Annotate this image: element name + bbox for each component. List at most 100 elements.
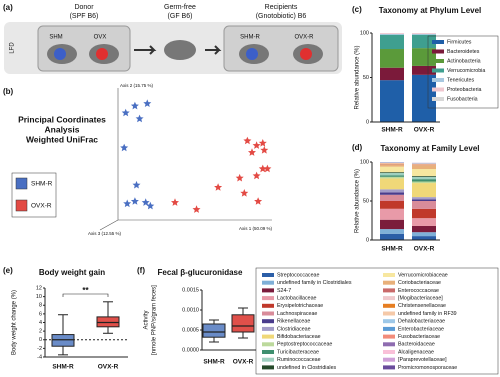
legend-swatch: [432, 68, 444, 73]
legend-swatch: [262, 296, 274, 301]
legend-label: Enterobacteriaceae: [398, 326, 444, 332]
point: [132, 180, 141, 189]
legend-box: [255, 267, 499, 375]
legend-swatch: [383, 280, 395, 285]
point: [192, 205, 201, 213]
label: (Gnotobiotic) B6: [256, 13, 307, 20]
bar-segment: [412, 183, 436, 198]
bar-segment: [412, 208, 436, 219]
y-axis-label: [nmole PNP/s/gram feces]: [152, 285, 158, 355]
arrow: [134, 45, 222, 55]
point: [143, 99, 152, 107]
legend-swatch: [383, 326, 395, 331]
legend-swatch: [262, 319, 274, 324]
chart-title: Analysis: [45, 124, 80, 134]
legend-label: Christensenellaceae: [398, 303, 446, 309]
y-tick-label: 0.0000: [182, 347, 199, 353]
point: [248, 148, 256, 156]
point: [135, 114, 144, 123]
y-tick-label: 50: [363, 75, 369, 81]
legend-box: [11, 172, 57, 218]
legend-label: undefined family in Clostridiales: [277, 280, 352, 286]
bar-segment: [412, 169, 436, 177]
legend-swatch: [262, 357, 274, 362]
point: [252, 141, 261, 149]
bar-segment: [412, 48, 436, 66]
bar-segment: [412, 218, 436, 226]
bar-segment: [412, 181, 436, 184]
bar-segment: [412, 225, 436, 233]
legend-swatch: [383, 288, 395, 293]
box: [231, 314, 255, 333]
label: SHM: [49, 35, 62, 41]
legend-swatch: [262, 288, 274, 293]
legend-label: Turicibacteraceae: [277, 349, 319, 355]
legend-label: undefined in Clostridiales: [277, 365, 337, 371]
point: [171, 198, 179, 206]
legend-swatch: [262, 273, 274, 277]
point: [240, 189, 249, 197]
legend-swatch: [432, 59, 444, 63]
x-tick-label: SHM-R: [52, 364, 74, 371]
legend-label: Proteobacteria: [447, 87, 482, 93]
label: (GF B6): [168, 13, 193, 20]
legend-label: Fusobacteriaceae: [398, 334, 440, 340]
marker: [96, 48, 108, 60]
legend-swatch: [262, 326, 274, 331]
legend-label: Peptostreptococcaceae: [277, 342, 332, 348]
legend-swatch: [15, 199, 28, 212]
x-tick-label: OVX-R: [414, 246, 435, 253]
legend-label: Coriobacteriaceae: [398, 280, 441, 286]
x-tick-label: SHM-R: [381, 246, 403, 253]
legend-label: SHM-R: [31, 181, 53, 188]
legend-label: Rikenellaceae: [277, 319, 310, 325]
legend-swatch: [15, 177, 28, 190]
legend-label: Alcaligenaceae: [398, 349, 434, 355]
bar-segment: [412, 165, 436, 170]
legend-label: Streptococcaceae: [277, 272, 319, 278]
x-tick-label: SHM-R: [381, 127, 403, 134]
x-tick-label: OVX-R: [98, 364, 119, 371]
legend-label: Fusobacteria: [447, 96, 478, 102]
bar-segment: [412, 179, 436, 182]
point: [214, 183, 223, 191]
chart-title: Taxonomy at Family Level: [381, 144, 480, 153]
label: OVX-R: [294, 35, 314, 41]
bar-segment: [412, 176, 436, 177]
label: Donor: [74, 4, 94, 11]
legend-label: undefined family in RF39: [398, 311, 457, 317]
bar-segment: [380, 178, 404, 190]
panel-label: (e): [3, 266, 13, 275]
y-tick-label: -4: [37, 354, 42, 360]
panel-label: (d): [352, 143, 363, 152]
legend-swatch: [383, 334, 395, 339]
legend-swatch: [432, 87, 444, 92]
y-tick-label: -2: [37, 346, 42, 352]
bar-segment: [380, 34, 404, 50]
bar-segment: [412, 65, 436, 75]
bar-segment: [380, 33, 404, 35]
point: [146, 201, 155, 210]
marker: [246, 48, 258, 60]
legend-swatch: [262, 311, 274, 316]
legend-swatch: [383, 319, 395, 324]
point: [130, 101, 139, 110]
legend-label: Ruminococcaceae: [277, 357, 321, 363]
point: [123, 199, 132, 208]
bar-segment: [380, 229, 404, 234]
legend-swatch: [262, 342, 274, 347]
x-tick-label: OVX-R: [233, 359, 254, 366]
bar-segment: [380, 49, 404, 68]
bar-segment: [412, 33, 436, 35]
legend-swatch: [262, 365, 274, 370]
bar-segment: [412, 176, 436, 180]
chart-title: Principal Coordinates: [18, 114, 106, 124]
panel-label: (c): [352, 5, 362, 14]
y-axis-label: Axis 2 (15.75 %): [120, 83, 154, 88]
label: SHM-R: [240, 35, 260, 41]
point: [258, 139, 267, 147]
legend-swatch: [262, 350, 274, 354]
point: [141, 198, 150, 206]
bar-segment: [412, 236, 436, 240]
